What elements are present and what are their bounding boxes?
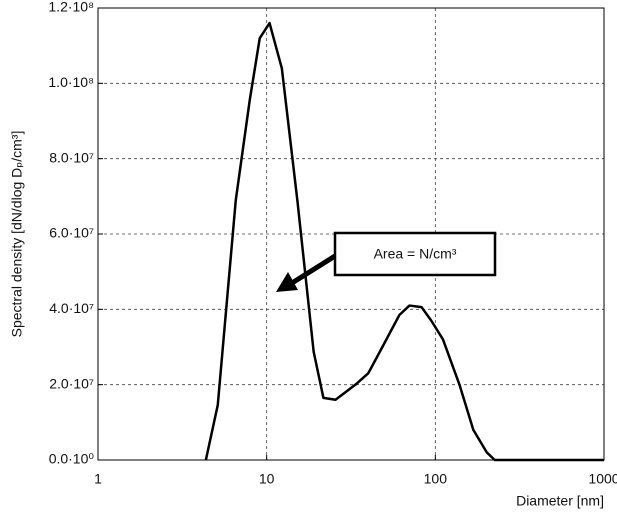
y-tick-label: 1.2·10⁸ xyxy=(48,0,94,15)
data-line xyxy=(204,21,604,462)
y-tick-label: 0.0·10⁰ xyxy=(49,451,95,467)
y-tick-label: 8.0·10⁷ xyxy=(49,149,94,165)
x-tick-label: 1 xyxy=(94,471,102,487)
annotation-box xyxy=(333,231,497,277)
y-tick-label: 4.0·10⁷ xyxy=(49,300,94,316)
x-tick-label: 1000 xyxy=(588,471,617,487)
y-tick-label: 6.0·10⁷ xyxy=(49,225,94,241)
y-axis-label: Spectral density [dN/dlog Dₚ/cm³] xyxy=(9,131,25,338)
x-tick-label: 10 xyxy=(259,471,275,487)
annotation: Area = N/cm³ xyxy=(374,246,457,262)
y-tick-label: 2.0·10⁷ xyxy=(49,375,94,391)
y-tick-label: 1.0·10⁸ xyxy=(48,74,94,90)
x-axis-label: Diameter [nm] xyxy=(516,493,604,509)
annotation-arrow xyxy=(290,253,337,286)
annotation-arrowhead xyxy=(276,272,298,292)
x-tick-label: 100 xyxy=(424,471,448,487)
